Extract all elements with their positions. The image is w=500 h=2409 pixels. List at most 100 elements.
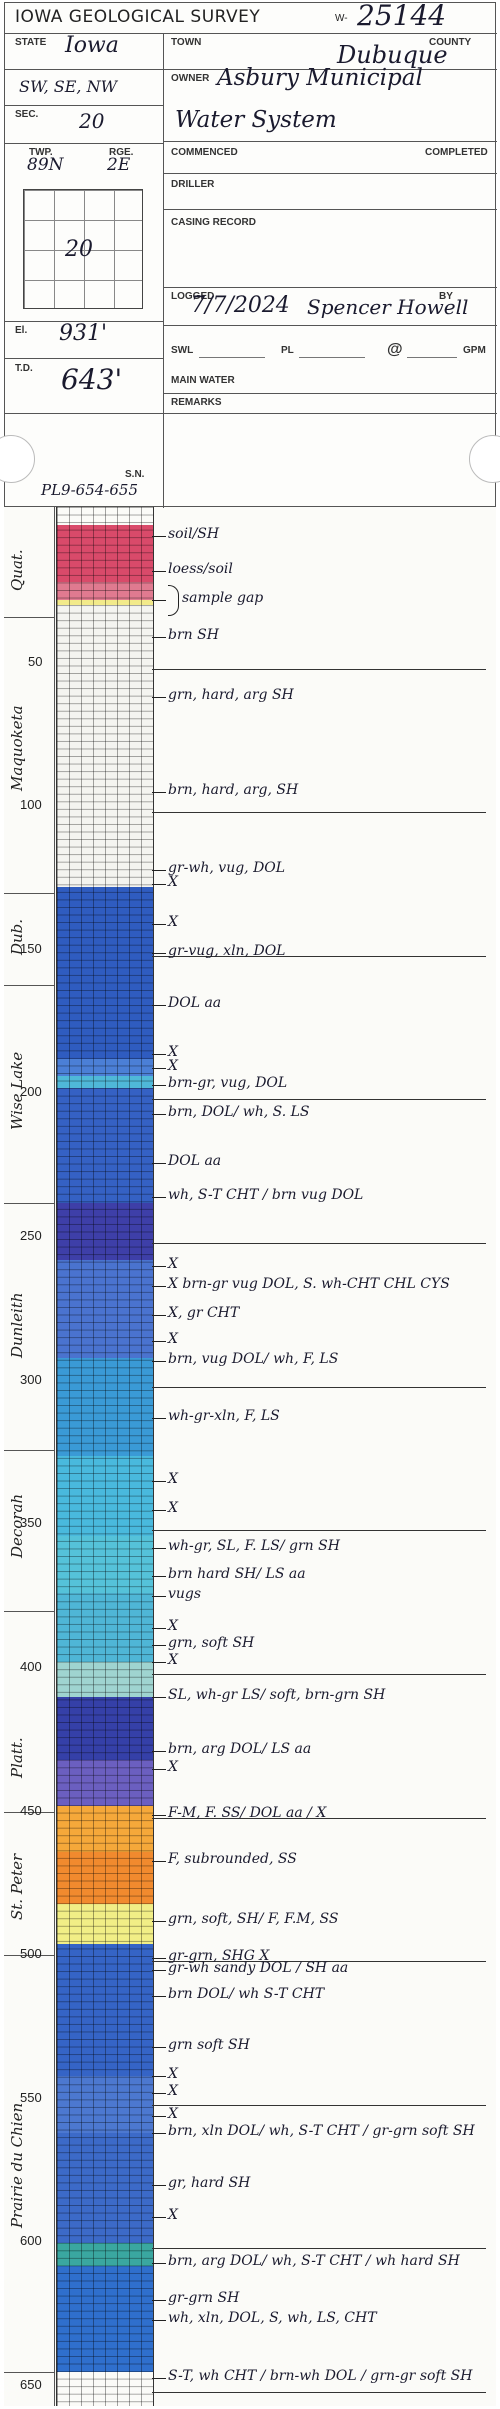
- lithology-description: gr-grn SH: [168, 2290, 240, 2307]
- lithology-band: [57, 1260, 153, 1358]
- owner-line-1: Asbury Municipal: [217, 65, 423, 91]
- lithology-description: sample gap: [182, 589, 264, 606]
- sample-marker: X: [168, 1500, 178, 1517]
- lithology-description: X brn-gr vug DOL, S. wh-CHT CHL CYS: [168, 1276, 450, 1293]
- divider: [5, 358, 163, 359]
- logged-label: LOGGED: [171, 291, 215, 302]
- lithology-description: wh-gr, SL, F. LS/ grn SH: [168, 1537, 340, 1554]
- sample-marker: X: [168, 1057, 178, 1074]
- grid-section-number: 20: [65, 237, 93, 262]
- depth-line: [152, 955, 486, 957]
- depth-line: [152, 2392, 486, 2393]
- depth-label: 300: [20, 1371, 42, 1387]
- lithology-description: wh-gr-xln, F, LS: [168, 1408, 280, 1425]
- formation-boundary: [4, 1955, 54, 1957]
- lithology-description: grn, soft, SH/ F, F.M, SS: [168, 1910, 339, 1927]
- lithology-description: brn, arg DOL/ LS aa: [168, 1741, 312, 1758]
- depth-line: [152, 1817, 486, 1819]
- sec-label: SEC.: [15, 109, 39, 120]
- lithology-band: [57, 1760, 153, 1807]
- sample-marker: X: [168, 914, 178, 931]
- lithology-band: [57, 2242, 153, 2266]
- depth-label: 500: [20, 1946, 42, 1962]
- depth-line: [152, 1099, 486, 1101]
- depth-label: 650: [20, 2377, 42, 2392]
- sec-value: 20: [79, 109, 105, 133]
- description-tick: [152, 1314, 166, 1316]
- lithology-description: SL, wh-gr LS/ soft, brn-grn SH: [168, 1686, 386, 1703]
- depth-scale: 50 100 150 200 250 300 350 400 450 500 550 600 650: [14, 507, 56, 2406]
- divider: [163, 33, 164, 508]
- lithology-band: [57, 1059, 153, 1077]
- elevation-value: 931': [59, 321, 108, 346]
- sample-marker: X: [168, 1043, 178, 1060]
- description-tick: [152, 2185, 166, 2187]
- lithology-description: brn, DOL/ wh, S. LS: [168, 1103, 310, 1120]
- description-tick: [152, 1418, 166, 1420]
- depth-label: 400: [20, 1658, 42, 1674]
- description-tick: [152, 570, 166, 572]
- formation-boundary: [4, 2371, 54, 2373]
- divider: [5, 105, 163, 106]
- state-label: STATE: [15, 37, 47, 48]
- formation-boundary: [4, 1202, 54, 1204]
- lithology-band: [57, 2133, 153, 2243]
- divider: [163, 287, 497, 288]
- lithology-description: F-M, F. SS/ DOL aa / X: [168, 1804, 327, 1821]
- lithology-description: brn, xln DOL/ wh, S-T CHT / gr-grn soft …: [168, 2123, 475, 2140]
- lithology-band: [57, 525, 153, 583]
- lithology-band: [57, 599, 153, 606]
- well-number: 25144: [357, 0, 447, 32]
- logged-date: 7/7/2024: [191, 293, 290, 318]
- description-tick: [152, 1286, 166, 1288]
- description-tick: [152, 2262, 166, 2264]
- county-value: Dubuque: [337, 41, 448, 69]
- completed-label: COMPLETED: [425, 147, 488, 158]
- formation-boundary: [4, 984, 54, 986]
- lithology-description: gr-grn, SHG X: [168, 1948, 270, 1965]
- divider: [163, 173, 497, 174]
- lithology-band: [57, 1202, 153, 1261]
- description-tick: [152, 1266, 166, 1268]
- description-tick: [152, 2216, 166, 2218]
- depth-line: [152, 1673, 486, 1675]
- depth-line: [152, 1386, 486, 1388]
- description-tick: [152, 1053, 166, 1055]
- formation-boundary: [4, 616, 54, 618]
- lithology-band: [57, 1696, 153, 1761]
- lithology-band: [57, 1087, 153, 1203]
- lithology-band: [57, 1852, 153, 1904]
- divider: [163, 141, 497, 142]
- divider: [5, 33, 497, 34]
- description-tick: [152, 952, 166, 954]
- main-water-label: MAIN WATER: [171, 375, 235, 386]
- sample-marker: X: [168, 2066, 178, 2083]
- lithology-description: grn, soft SH: [168, 1635, 255, 1652]
- description-tick: [152, 792, 166, 794]
- lithology-band: [57, 1593, 153, 1663]
- lithology-description: brn, vug DOL/ wh, F, LS: [168, 1350, 339, 1367]
- lithology-description: grn soft SH: [168, 2037, 250, 2054]
- description-tick: [152, 2047, 166, 2049]
- description-tick: [152, 697, 166, 699]
- lithology-log: Quat. Maquoketa Dub. Wise Lake Dunleith Decor…: [4, 507, 496, 2406]
- lithology-description: gr-wh sandy DOL / SH aa: [168, 1959, 349, 1976]
- description-tick: [152, 1645, 166, 1647]
- sample-marker: X: [168, 2206, 178, 2223]
- lithology-description: brn, hard, arg, SH: [168, 782, 299, 799]
- depth-label: 200: [20, 1084, 42, 1100]
- lithology-description: gr, hard SH: [168, 2175, 251, 2192]
- description-tick: [152, 1596, 166, 1598]
- description-tick: [152, 924, 166, 926]
- lithology-description: wh, S-T CHT / brn vug DOL: [168, 1187, 364, 1204]
- depth-label: 50: [28, 653, 43, 669]
- lithology-description: brn SH: [168, 627, 219, 644]
- description-tick: [152, 2076, 166, 2078]
- description-tick: [152, 1340, 166, 1342]
- description-tick: [152, 536, 166, 538]
- description-tick: [152, 2133, 166, 2135]
- lithology-band: [57, 1903, 153, 1944]
- sn-value: PL9-654-655: [41, 481, 138, 499]
- description-tick: [152, 1547, 166, 1549]
